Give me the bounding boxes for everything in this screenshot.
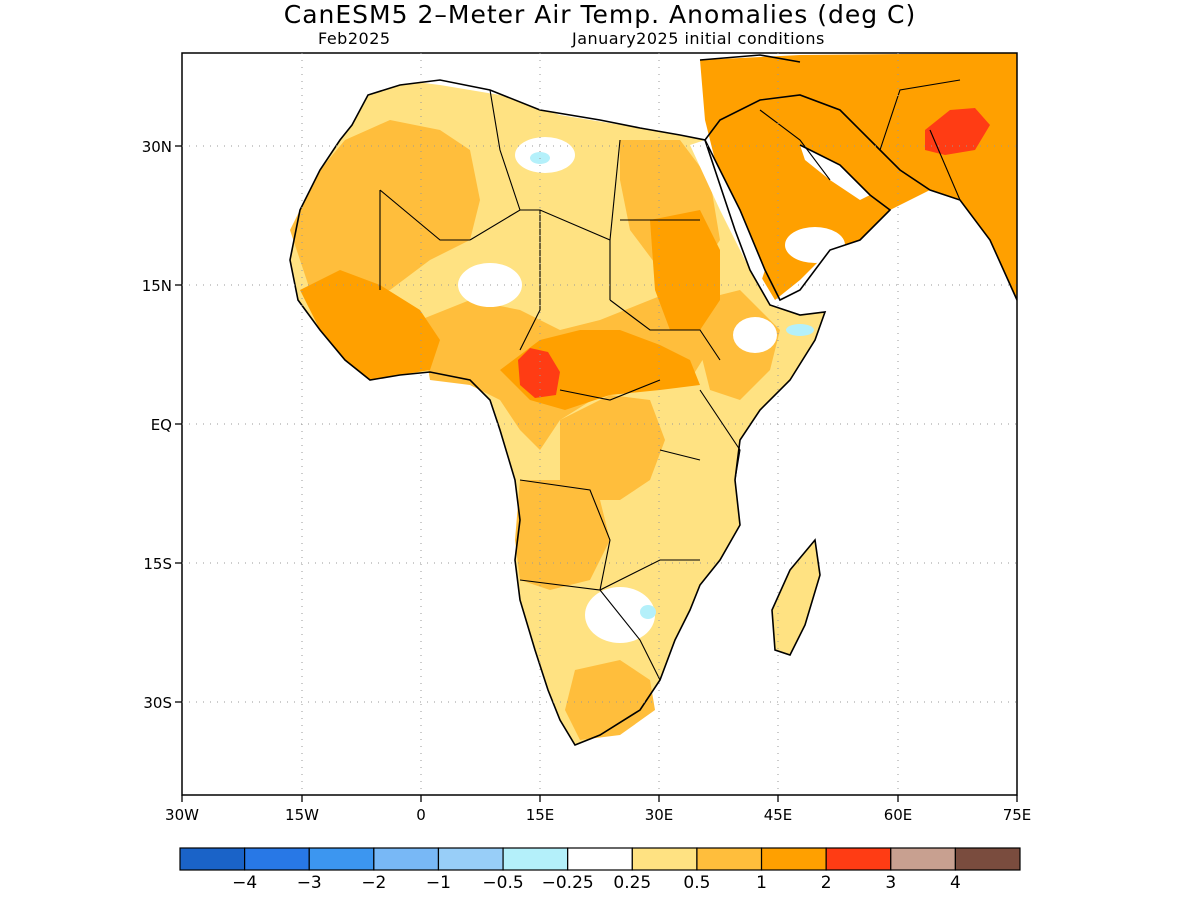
legend-label: −1: [426, 873, 451, 893]
legend-swatch: [244, 847, 310, 871]
map-title: CanESM5 2–Meter Air Temp. Anomalies (deg…: [283, 0, 917, 29]
anomaly-1to2-west: [290, 120, 480, 300]
lon-label: 60E: [884, 806, 913, 824]
anomaly-1to2-central: [560, 395, 665, 500]
anomaly-2to3-sudan: [650, 210, 720, 330]
legend-swatch: [179, 847, 246, 871]
legend-label: −0.5: [482, 873, 523, 893]
legend-label: 4: [950, 873, 961, 893]
graticule: [175, 53, 1018, 802]
color-legend: [179, 847, 1021, 871]
anomaly-3plus-afghanistan: [925, 108, 990, 155]
legend-swatch: [696, 847, 763, 871]
anomaly-1to2-madagascar: [772, 540, 820, 655]
anomaly-3plus-cameroon: [518, 348, 560, 398]
legend-label: 1: [756, 873, 767, 893]
legend-swatch: [760, 847, 827, 871]
legend-swatch: [567, 847, 633, 871]
legend-label: 0.5: [683, 873, 710, 893]
lon-label: 30E: [645, 806, 674, 824]
lat-label: 30N: [142, 138, 172, 156]
lon-label: 15W: [285, 806, 319, 824]
legend-swatch: [954, 847, 1021, 871]
cool-anomaly-botswana: [640, 605, 656, 619]
latitude-labels: 30N 15N EQ 15S 30S: [142, 138, 172, 712]
country-borders: [379, 79, 961, 681]
legend-label: 0.25: [613, 873, 651, 893]
color-legend-labels: −4 −3 −2 −1 −0.5 −0.25 0.25 0.5 1 2 3 4: [232, 873, 961, 893]
anomaly-1to2-southtip: [565, 660, 655, 740]
legend-swatch: [373, 847, 440, 871]
near-zero-arabia: [785, 227, 845, 263]
legend-label: −0.25: [542, 873, 594, 893]
legend-label: −2: [361, 873, 386, 893]
red-sea: [690, 140, 765, 285]
persian-gulf: [800, 145, 870, 200]
lat-label: 30S: [143, 694, 172, 712]
lon-label: 15E: [526, 806, 555, 824]
legend-swatch: [631, 847, 698, 871]
lon-label: 30W: [165, 806, 199, 824]
cool-anomaly-somalia: [786, 324, 814, 336]
legend-label: 2: [821, 873, 832, 893]
valid-month-label: Feb2025: [318, 29, 391, 48]
lat-label: 15N: [142, 277, 172, 295]
anomaly-field: [289, 53, 1017, 746]
lon-label: 45E: [764, 806, 793, 824]
legend-swatch: [825, 847, 892, 871]
legend-label: −3: [297, 873, 322, 893]
arabia-landmass: [700, 53, 1017, 300]
legend-label: 3: [885, 873, 896, 893]
lat-label: 15S: [143, 555, 172, 573]
lon-label: 0: [416, 806, 426, 824]
longitude-labels: 30W 15W 0 15E 30E 45E 60E 75E: [165, 806, 1031, 824]
near-zero-ethiopia: [733, 317, 777, 353]
legend-label: −4: [232, 873, 257, 893]
legend-swatch: [890, 847, 956, 871]
legend-swatch: [437, 847, 504, 871]
lon-label: 75E: [1003, 806, 1032, 824]
anomaly-2to3-westafrica: [300, 270, 440, 380]
mediterranean-sea: [400, 53, 700, 130]
lat-label: EQ: [151, 416, 172, 434]
legend-swatch: [502, 847, 569, 871]
legend-swatch: [308, 847, 375, 871]
init-conditions-label: January2025 initial conditions: [572, 29, 825, 48]
anomaly-1to2-south: [515, 480, 610, 590]
